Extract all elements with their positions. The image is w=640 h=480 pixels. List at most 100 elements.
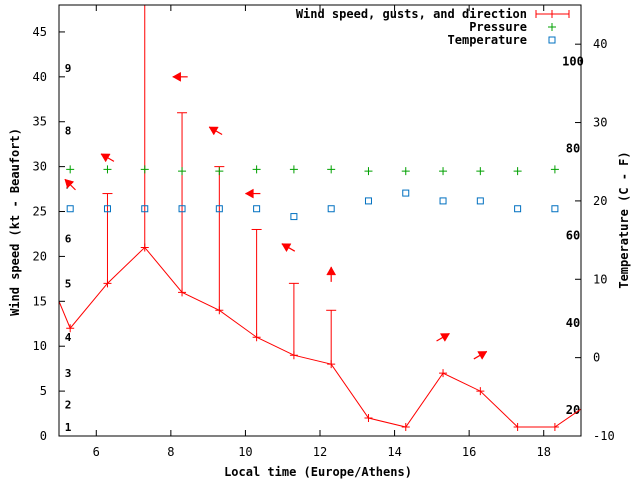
beaufort-label: 1 — [65, 421, 72, 434]
wind-speed-point — [439, 369, 448, 378]
wind-direction-arrow — [436, 332, 450, 342]
wind-speed-point — [327, 360, 336, 369]
wind-arrow-head — [64, 178, 75, 189]
temperature-point — [327, 205, 335, 213]
wind-arrow-head — [326, 266, 337, 276]
temperature-point — [141, 205, 149, 213]
pressure-point — [513, 167, 522, 176]
wind-speed-point — [178, 288, 187, 297]
temperature-point — [290, 213, 298, 221]
beaufort-label: 4 — [65, 331, 72, 344]
wind-direction-arrow — [473, 350, 488, 360]
wind-speed-line — [58, 246, 582, 428]
pressure-point — [215, 167, 224, 176]
wind-direction-arrow — [64, 178, 76, 191]
fahrenheit-label: 60 — [566, 229, 580, 243]
legend-label-wind: Wind speed, gusts, and direction — [296, 7, 527, 21]
wind-direction-arrow — [244, 188, 261, 199]
x-tick-label: 8 — [167, 445, 174, 459]
wind-direction-arrow — [100, 153, 115, 163]
wind-speed-point — [289, 351, 298, 360]
y2-tick-label: 10 — [593, 272, 607, 286]
x-axis-title: Local time (Europe/Athens) — [224, 465, 412, 479]
pressure-point — [252, 165, 261, 174]
fahrenheit-label: 20 — [566, 403, 580, 417]
temperature-point — [66, 205, 74, 213]
pressure-point — [178, 167, 187, 176]
y-tick-label: 20 — [33, 249, 47, 263]
y-tick-label: 45 — [33, 25, 47, 39]
temperature-point — [253, 205, 261, 213]
axes: 6 8 10 12 14 16 18051015202530354045-100102030… — [33, 4, 615, 459]
pressure-point — [66, 165, 75, 174]
pressure-point — [289, 165, 298, 174]
wind-speed-point — [476, 387, 485, 396]
plot-frame — [58, 4, 582, 437]
y2-axis-title: Temperature (C - F) — [617, 151, 631, 288]
x-tick-label: 16 — [462, 445, 476, 459]
wind-speed-series — [58, 243, 582, 432]
y2-tick-label: 40 — [593, 37, 607, 51]
y-axis-title: Wind speed (kt - Beaufort) — [8, 128, 22, 316]
fahrenheit-label: 100 — [562, 55, 584, 69]
beaufort-label: 5 — [65, 277, 72, 290]
y2-tick-label: -10 — [593, 429, 615, 443]
y-tick-label: 35 — [33, 115, 47, 129]
wind-arrow-head — [208, 126, 219, 136]
wind-arrow-head — [172, 71, 181, 82]
temperature-point — [551, 205, 559, 213]
wind-arrow-head — [477, 351, 488, 360]
x-tick-label: 10 — [238, 445, 252, 459]
beaufort-label: 9 — [65, 62, 72, 75]
y-tick-label: 40 — [33, 70, 47, 84]
wind-speed-point — [103, 279, 112, 288]
wind-direction-arrow — [172, 71, 188, 82]
pressure-point — [476, 167, 485, 176]
wind-speed-point — [364, 414, 373, 423]
legend-key-wind-marker — [548, 10, 556, 18]
y2-tick-label: 0 — [593, 351, 600, 365]
pressure-series — [66, 165, 559, 176]
pressure-point — [327, 165, 336, 174]
wind-arrow-head — [439, 333, 450, 342]
wind-direction-arrow — [281, 243, 296, 253]
y2-tick-label: 30 — [593, 116, 607, 130]
x-tick-label: 14 — [387, 445, 401, 459]
wind-arrow-head — [281, 243, 292, 253]
pressure-point — [140, 165, 149, 174]
temperature-point — [439, 197, 447, 205]
x-tick-label: 6 — [93, 445, 100, 459]
pressure-point — [550, 165, 559, 174]
fahrenheit-scale: 20 40 60 80 100 — [562, 55, 584, 417]
x-tick-label: 12 — [313, 445, 327, 459]
legend-keys — [535, 10, 570, 44]
x-tick-label: 18 — [536, 445, 550, 459]
beaufort-label: 3 — [65, 367, 72, 380]
y-tick-label: 10 — [33, 339, 47, 353]
temperature-point — [215, 205, 223, 213]
temperature-point — [103, 205, 111, 213]
beaufort-label: 2 — [65, 399, 72, 412]
wind-speed-point — [215, 306, 224, 315]
wind-direction-arrow — [208, 126, 223, 136]
temperature-point — [178, 205, 186, 213]
fahrenheit-label: 40 — [566, 316, 580, 330]
pressure-point — [439, 167, 448, 176]
wind-speed-point — [513, 423, 522, 432]
wind-arrow-head — [244, 188, 254, 199]
wind-direction-arrow — [326, 266, 337, 282]
legend-key-pressure — [548, 23, 556, 31]
wind-speed-point — [252, 333, 261, 342]
beaufort-label: 8 — [65, 125, 72, 138]
legend: Wind speed, gusts, and direction Pressur… — [296, 7, 570, 47]
beaufort-scale: 123456789 — [65, 62, 72, 434]
pressure-point — [401, 167, 410, 176]
temperature-series — [66, 189, 559, 221]
y-tick-label: 15 — [33, 294, 47, 308]
temperature-point — [476, 197, 484, 205]
temperature-point — [514, 205, 522, 213]
fahrenheit-label: 80 — [566, 142, 580, 156]
wind-speed-point — [401, 423, 410, 432]
wind-speed-point — [66, 324, 75, 333]
